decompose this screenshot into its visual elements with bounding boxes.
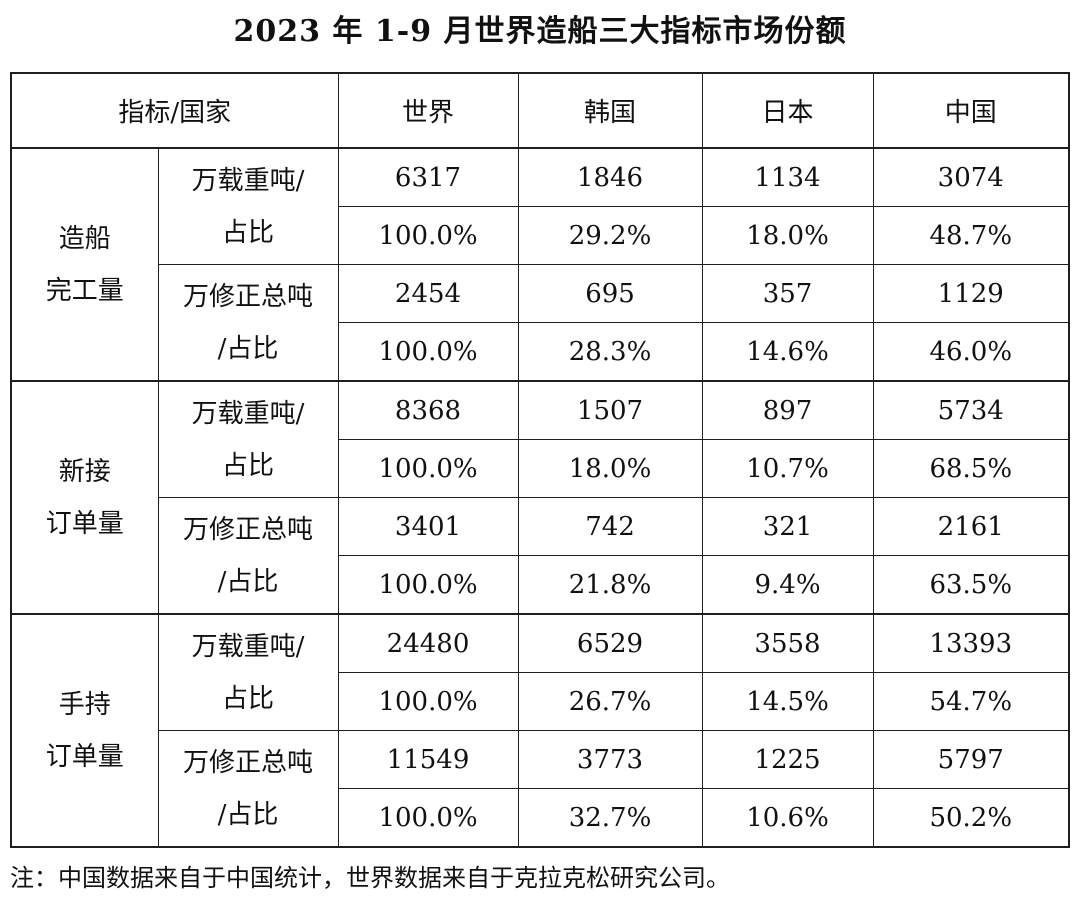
share-cell: 100.0% — [337, 439, 519, 498]
value-cell: 357 — [701, 264, 874, 323]
market-share-table: 指标/国家 世界 韩国 日本 中国 造船 完工量 万载重吨/ 占比 6317 1… — [10, 72, 1071, 848]
col-header-world: 世界 — [337, 72, 519, 149]
value-cell: 3074 — [872, 147, 1070, 207]
share-cell: 14.5% — [701, 672, 874, 731]
share-cell: 28.3% — [517, 322, 703, 382]
table-row: 100.0% 28.3% 14.6% 46.0% — [11, 322, 1070, 382]
value-cell: 2454 — [337, 264, 519, 323]
source-note: 注：中国数据来自于中国统计，世界数据来自于克拉克松研究公司。 — [10, 864, 730, 892]
table-row: 新接 订单量 万载重吨/ 占比 8368 1507 897 5734 — [10, 380, 1070, 615]
table-row: 万修正总吨 /占比 3401 742 321 2161 — [11, 497, 1070, 615]
col-header-korea: 韩国 — [517, 72, 703, 149]
share-cell: 9.4% — [701, 555, 874, 615]
metric-label-cgt: 万修正总吨 /占比 — [157, 264, 339, 382]
table-row: 手持 订单量 万载重吨/ 占比 24480 6529 3558 13393 — [10, 613, 1070, 848]
value-cell: 5734 — [872, 380, 1070, 440]
value-cell: 695 — [517, 264, 703, 323]
group-label-new-orders: 新接 订单量 — [10, 380, 159, 615]
value-cell: 3558 — [701, 613, 874, 673]
metric-label-cgt: 万修正总吨 /占比 — [157, 730, 339, 848]
share-cell: 32.7% — [517, 788, 703, 848]
value-cell: 11549 — [337, 730, 519, 789]
value-cell: 897 — [701, 380, 874, 440]
metric-label-dwt: 万载重吨/ 占比 — [157, 613, 339, 731]
value-cell: 13393 — [872, 613, 1070, 673]
share-cell: 100.0% — [337, 206, 519, 265]
share-cell: 100.0% — [337, 555, 519, 615]
col-header-japan: 日本 — [701, 72, 874, 149]
share-cell: 100.0% — [337, 788, 519, 848]
value-cell: 2161 — [872, 497, 1070, 556]
table-row: 100.0% 26.7% 14.5% 54.7% — [11, 672, 1070, 731]
value-cell: 6529 — [517, 613, 703, 673]
table-row: 造船 完工量 万载重吨/ 占比 6317 1846 1134 3074 — [10, 147, 1070, 382]
table-row: 100.0% 18.0% 10.7% 68.5% — [11, 439, 1070, 498]
metric-label-dwt: 万载重吨/ 占比 — [157, 380, 339, 498]
share-cell: 29.2% — [517, 206, 703, 265]
table-row: 100.0% 21.8% 9.4% 63.5% — [11, 555, 1070, 615]
value-cell: 1846 — [517, 147, 703, 207]
value-cell: 1129 — [872, 264, 1070, 323]
table-row: 100.0% 32.7% 10.6% 50.2% — [11, 788, 1070, 848]
header-row: 指标/国家 世界 韩国 日本 中国 — [10, 72, 1070, 149]
metric-label-dwt: 万载重吨/ 占比 — [157, 147, 339, 265]
value-cell: 8368 — [337, 380, 519, 440]
share-cell: 54.7% — [872, 672, 1070, 731]
corner-header: 指标/国家 — [10, 72, 339, 149]
group-label-completions: 造船 完工量 — [10, 147, 159, 382]
value-cell: 1507 — [517, 380, 703, 440]
col-header-china: 中国 — [872, 72, 1070, 149]
share-cell: 48.7% — [872, 206, 1070, 265]
share-cell: 21.8% — [517, 555, 703, 615]
page-title: 2023 年 1-9 月世界造船三大指标市场份额 — [233, 14, 847, 49]
value-cell: 321 — [701, 497, 874, 556]
group-label-backlog: 手持 订单量 — [10, 613, 159, 848]
metric-label-cgt: 万修正总吨 /占比 — [157, 497, 339, 615]
share-cell: 18.0% — [701, 206, 874, 265]
table-row: 万修正总吨 /占比 2454 695 357 1129 — [11, 264, 1070, 382]
value-cell: 3401 — [337, 497, 519, 556]
value-cell: 24480 — [337, 613, 519, 673]
value-cell: 1134 — [701, 147, 874, 207]
value-cell: 742 — [517, 497, 703, 556]
share-cell: 100.0% — [337, 672, 519, 731]
share-cell: 14.6% — [701, 322, 874, 382]
share-cell: 46.0% — [872, 322, 1070, 382]
table-row: 万修正总吨 /占比 11549 3773 1225 5797 — [11, 730, 1070, 848]
share-cell: 26.7% — [517, 672, 703, 731]
value-cell: 6317 — [337, 147, 519, 207]
share-cell: 68.5% — [872, 439, 1070, 498]
share-cell: 63.5% — [872, 555, 1070, 615]
value-cell: 3773 — [517, 730, 703, 789]
share-cell: 50.2% — [872, 788, 1070, 848]
share-cell: 18.0% — [517, 439, 703, 498]
value-cell: 1225 — [701, 730, 874, 789]
share-cell: 10.6% — [701, 788, 874, 848]
share-cell: 10.7% — [701, 439, 874, 498]
value-cell: 5797 — [872, 730, 1070, 789]
share-cell: 100.0% — [337, 322, 519, 382]
